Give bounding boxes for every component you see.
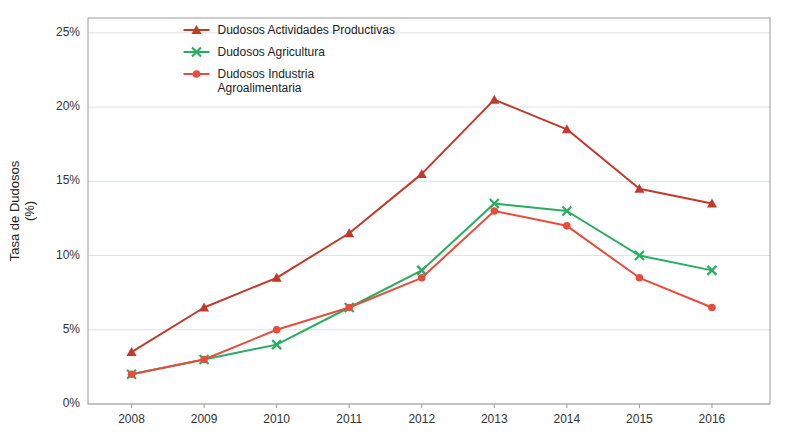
y-tick-label: 25% <box>56 25 80 39</box>
x-tick <box>276 404 277 408</box>
series-marker <box>634 184 644 193</box>
x-tick-label: 2012 <box>408 412 435 426</box>
legend-label: Dudosos Agricultura <box>217 45 325 59</box>
legend-label-line: Dudosos Industria <box>217 67 314 81</box>
x-tick-label: 2015 <box>626 412 653 426</box>
grid-line <box>88 329 770 330</box>
legend-swatch-marker <box>192 48 201 57</box>
series-marker <box>490 199 499 208</box>
y-tick-label: 15% <box>56 173 80 187</box>
legend: Dudosos Actividades Productivas Dudosos A… <box>183 23 394 95</box>
y-tick-label: 20% <box>56 99 80 113</box>
x-tick-label: 2009 <box>191 412 218 426</box>
series-marker <box>345 304 353 312</box>
series-marker <box>200 355 209 364</box>
legend-swatch-marker <box>191 25 201 34</box>
series-marker <box>563 222 571 230</box>
series-marker <box>708 304 716 312</box>
series-line <box>132 211 712 374</box>
grid-line <box>88 107 770 108</box>
marks <box>127 95 717 379</box>
series-marker <box>490 207 498 215</box>
grid <box>88 33 770 404</box>
y-tick-label: 10% <box>56 248 80 262</box>
legend-label: Dudosos Actividades Productivas <box>217 23 394 37</box>
series-marker <box>707 199 717 208</box>
y-tick-label: 5% <box>63 322 81 336</box>
series-marker <box>635 251 644 260</box>
grid-line <box>88 181 770 182</box>
series-marker <box>417 169 427 178</box>
series-marker <box>344 228 354 237</box>
x-tick <box>204 404 205 408</box>
series-marker <box>489 95 499 104</box>
x-tick-label: 2011 <box>336 412 362 426</box>
legend-label: Dudosos IndustriaAgroalimentaria <box>217 67 314 95</box>
chart: 0% 5% 10% 15% 20% 25% 2008 2009 2010 2011 2012 2013… <box>0 0 792 446</box>
series-marker <box>273 326 281 334</box>
series-marker <box>128 371 136 379</box>
x-tick <box>131 404 132 408</box>
legend-swatch-marker <box>193 70 201 78</box>
series-marker <box>418 274 426 282</box>
legend-label-line: Dudosos Actividades Productivas <box>217 23 394 37</box>
x-tick-label: 2013 <box>481 412 508 426</box>
series-marker <box>345 303 354 312</box>
x-tick <box>421 404 422 408</box>
grid-line <box>88 255 770 256</box>
series-line <box>132 204 712 375</box>
series-marker <box>272 340 281 349</box>
y-axis-label-line: (%) <box>22 201 37 221</box>
series-marker <box>127 370 136 379</box>
legend-label-line: Agroalimentaria <box>217 81 301 95</box>
series-marker <box>127 347 137 356</box>
x-tick <box>494 404 495 408</box>
x-tick <box>711 404 712 408</box>
x-tick-label: 2014 <box>553 412 580 426</box>
x-tick <box>566 404 567 408</box>
x-tick-label: 2010 <box>263 412 290 426</box>
grid-line <box>88 32 770 33</box>
series-marker <box>199 303 209 312</box>
y-axis-label-line: Tasa de Dudosos <box>7 160 22 261</box>
x-tick-label: 2016 <box>699 412 726 426</box>
legend-label-line: Dudosos Agricultura <box>217 45 325 59</box>
plot-frame <box>88 18 770 404</box>
series-marker <box>636 274 644 282</box>
series-marker <box>417 266 426 275</box>
series-marker <box>200 356 208 364</box>
series-marker <box>272 273 282 282</box>
y-tick-label: 0% <box>63 396 81 410</box>
series-marker <box>562 124 572 133</box>
y-axis-label: Tasa de Dudosos(%) <box>7 160 37 261</box>
series-marker <box>562 207 571 216</box>
x-tick <box>349 404 350 408</box>
x-tick <box>639 404 640 408</box>
x-tick-label: 2008 <box>118 412 145 426</box>
series-line <box>132 100 712 352</box>
series-marker <box>707 266 716 275</box>
